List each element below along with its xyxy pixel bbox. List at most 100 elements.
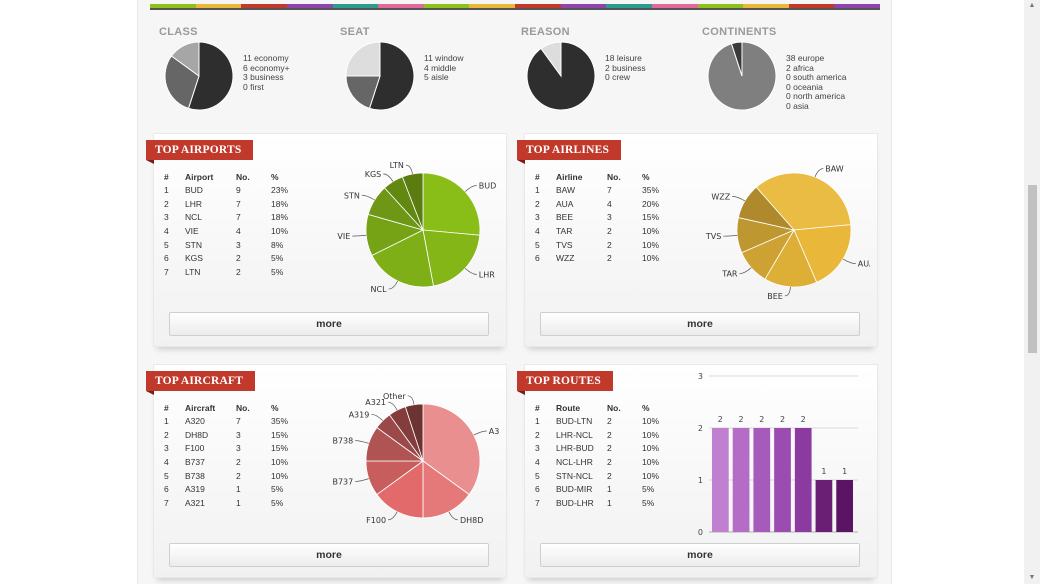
pie-label-line — [732, 196, 746, 202]
continents-legend-item: 0 asia — [786, 100, 809, 111]
data-label: 1 — [821, 467, 826, 476]
bar — [815, 480, 833, 532]
class-legend-item: 6 economy+ — [243, 62, 290, 73]
aircraft-cell: B738 — [185, 470, 205, 481]
pie-slice — [730, 41, 743, 77]
data-label: 2 — [718, 415, 723, 424]
continents-legend-item: 0 south america — [786, 72, 847, 82]
count-cell: 2 — [236, 266, 241, 277]
pie-label: LHR — [479, 270, 495, 279]
pie-label: B738 — [332, 437, 353, 446]
table-row: 5 STN 3 8% — [164, 238, 301, 252]
bar — [712, 428, 729, 532]
col-rank: # — [164, 171, 169, 182]
airline-cell: TAR — [556, 225, 573, 236]
pie-slice — [345, 41, 381, 77]
count-cell: 2 — [236, 470, 241, 481]
y-tick-label: 2 — [698, 424, 703, 433]
table-row: 1 A320 7 35% — [164, 414, 301, 428]
rank-cell: 7 — [164, 266, 169, 277]
routes-more-button[interactable]: more — [540, 543, 860, 567]
percent-cell: 5% — [642, 484, 655, 495]
color-stripe — [150, 4, 880, 9]
top-aircraft-title: TOP AIRCRAFT — [146, 371, 256, 395]
pie-label-line — [352, 234, 367, 237]
pie-label-line — [739, 267, 752, 274]
pie-slice — [404, 403, 424, 462]
percent-cell: 10% — [271, 470, 289, 481]
count-cell: 2 — [607, 470, 612, 481]
continents-legend-item: 38 europe — [786, 53, 825, 63]
pie-slice — [422, 229, 481, 287]
airports-more-button[interactable]: more — [169, 312, 489, 336]
count-cell: 3 — [607, 212, 612, 223]
airports-table: # Airport No. % 1 BUD 9 23% 2 LHR 7 18% 3 NCL 7 1… — [164, 170, 301, 279]
data-label: 2 — [780, 415, 785, 424]
col-count: No. — [236, 402, 250, 413]
pie-slice — [755, 172, 852, 231]
rank-cell: 3 — [535, 212, 540, 223]
scroll-down-arrow-icon[interactable]: ▼ — [1028, 574, 1036, 581]
percent-cell: 10% — [642, 470, 660, 481]
pie-label: NCL — [371, 285, 388, 294]
pie-label: F100 — [366, 516, 386, 525]
pie-label-line — [383, 173, 394, 182]
rank-cell: 1 — [164, 415, 169, 426]
pie-label: TVS — [705, 232, 721, 241]
col-rank: # — [535, 171, 540, 182]
route-cell: BUD-MIR — [556, 484, 593, 495]
table-header: # Airline No. % — [535, 170, 672, 183]
percent-cell: 15% — [271, 443, 289, 454]
percent-cell: 15% — [642, 212, 660, 223]
percent-cell: 5% — [271, 253, 284, 264]
table-row: 7 A321 1 5% — [164, 496, 301, 510]
airline-cell: BEE — [556, 212, 574, 223]
reason-legend: 18 leisure 2 business 0 crew — [605, 53, 646, 83]
col-count: No. — [236, 171, 250, 182]
pie-label: LTN — [390, 161, 404, 170]
bar — [753, 428, 771, 532]
pie-label-line — [371, 413, 383, 421]
percent-cell: 18% — [271, 212, 289, 223]
scrollbar-thumb[interactable] — [1028, 185, 1037, 353]
col-count: No. — [607, 402, 621, 413]
y-tick-label: 3 — [698, 372, 703, 381]
airline-cell: WZZ — [556, 253, 575, 264]
continents-legend: 38 europe 2 africa 0 south america 0 oce… — [786, 53, 847, 111]
pie-label-line — [464, 185, 477, 192]
aircraft-more-button[interactable]: more — [169, 543, 489, 567]
percent-cell: 10% — [642, 415, 660, 426]
table-row: 6 A319 1 5% — [164, 482, 301, 496]
count-cell: 4 — [607, 198, 612, 209]
airlines-more-button[interactable]: more — [540, 312, 860, 336]
data-label: 2 — [739, 415, 744, 424]
pie-slice — [170, 41, 200, 77]
airport-cell: LTN — [185, 266, 201, 277]
count-cell: 2 — [607, 225, 612, 236]
col-percent: % — [642, 402, 650, 413]
table-row: 2 DH8D 3 15% — [164, 428, 301, 442]
table-row: 6 WZZ 2 10% — [535, 251, 672, 265]
rank-cell: 7 — [535, 497, 540, 508]
col-airport: Airport — [185, 171, 214, 182]
count-cell: 7 — [607, 184, 612, 195]
rank-cell: 1 — [164, 184, 169, 195]
pie-label: TAR — [721, 270, 738, 279]
pie-label-line — [473, 430, 487, 436]
vertical-scrollbar[interactable]: ▲ ▼ — [1024, 0, 1040, 584]
scroll-up-arrow-icon[interactable]: ▲ — [1028, 2, 1036, 9]
pie-label: B737 — [332, 477, 353, 486]
percent-cell: 23% — [271, 184, 289, 195]
table-row: 1 BAW 7 35% — [535, 183, 672, 197]
top-airports-title: TOP AIRPORTS — [146, 140, 254, 164]
table-row: 1 BUD-LTN 2 10% — [535, 414, 672, 428]
count-cell: 7 — [236, 198, 241, 209]
pie-label: BAW — [825, 165, 844, 174]
count-cell: 2 — [236, 456, 241, 467]
count-cell: 2 — [607, 239, 612, 250]
pie-slice — [401, 172, 424, 231]
pie-slice — [422, 460, 470, 519]
seat-legend-item: 4 middle — [424, 62, 457, 73]
